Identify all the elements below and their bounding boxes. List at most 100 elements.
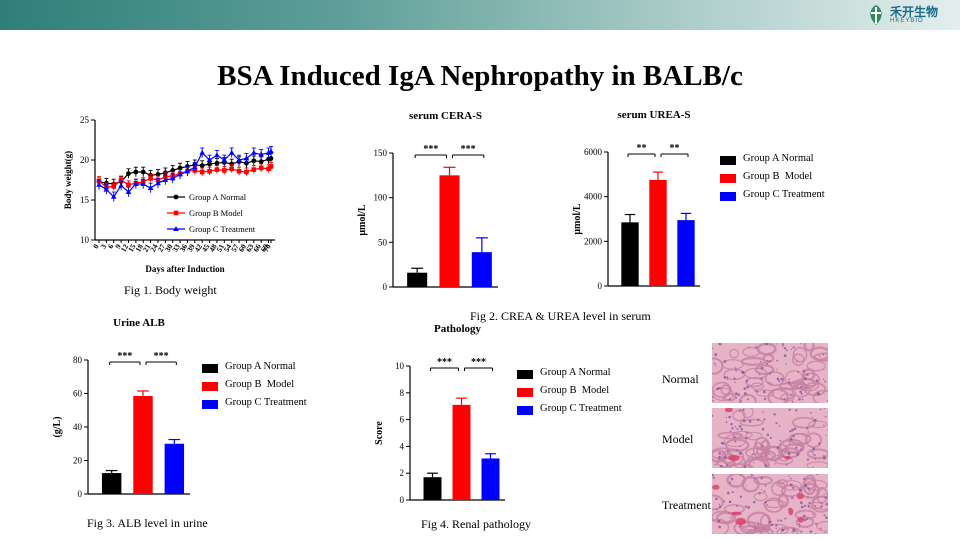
tubule bbox=[806, 360, 827, 372]
x-tick-label: 63 bbox=[244, 242, 256, 253]
data-point-2 bbox=[243, 155, 250, 161]
nucleus bbox=[782, 455, 785, 457]
tubule bbox=[813, 352, 828, 362]
nucleus bbox=[738, 424, 742, 428]
x-tick-label: 30 bbox=[163, 242, 175, 253]
nucleus bbox=[756, 390, 759, 393]
significance-label: ** bbox=[670, 143, 680, 154]
nucleus bbox=[739, 411, 741, 413]
y-tick-label: 25 bbox=[80, 115, 90, 125]
nucleus bbox=[730, 422, 733, 426]
nucleus bbox=[762, 390, 766, 394]
data-point-1 bbox=[199, 169, 205, 175]
legend-swatch-normal bbox=[517, 370, 533, 379]
nucleus bbox=[768, 360, 771, 363]
data-point-1 bbox=[229, 166, 234, 172]
nucleus bbox=[793, 427, 797, 431]
significance-label: *** bbox=[437, 357, 452, 368]
nucleus bbox=[726, 378, 729, 380]
nucleus bbox=[739, 400, 742, 403]
tubule bbox=[732, 409, 746, 422]
nucleus bbox=[721, 398, 724, 400]
nucleus bbox=[726, 491, 730, 495]
tubule bbox=[792, 416, 816, 429]
data-point-0 bbox=[268, 156, 274, 161]
serum-crea-chart: serum CERA-S 0 50 100 150 μmol/L *** *** bbox=[357, 110, 498, 292]
nucleus bbox=[812, 466, 814, 468]
y-tick-label: 20 bbox=[73, 456, 83, 466]
logo-subtext: HKEYBIO bbox=[890, 18, 924, 24]
nucleus bbox=[778, 425, 781, 427]
nucleus bbox=[738, 445, 741, 448]
data-point-1 bbox=[251, 167, 257, 172]
y-axis-label: Score bbox=[374, 421, 385, 445]
serum-urea-chart: serum UREA-S 0 2000 4000 6000 μmol/L ** ** bbox=[572, 109, 700, 291]
bar-treatment bbox=[471, 252, 492, 287]
nucleus bbox=[740, 427, 743, 431]
nucleus bbox=[755, 346, 758, 349]
page-title: BSA Induced IgA Nephropathy in BALB/c bbox=[217, 60, 743, 92]
bar-model bbox=[133, 396, 153, 494]
nucleus bbox=[789, 477, 792, 480]
y-tick-label: 2 bbox=[400, 468, 405, 478]
data-point-2 bbox=[110, 193, 117, 199]
nucleus bbox=[825, 502, 828, 506]
nucleus bbox=[806, 458, 810, 461]
x-tick-label: 15 bbox=[126, 242, 138, 253]
data-point-2 bbox=[228, 149, 235, 155]
nucleus bbox=[816, 474, 819, 476]
nucleus bbox=[823, 514, 826, 517]
nucleus bbox=[715, 497, 718, 501]
nucleus bbox=[787, 452, 791, 455]
nucleus bbox=[760, 477, 763, 480]
nucleus bbox=[716, 508, 719, 511]
tubule bbox=[774, 456, 794, 465]
nucleus bbox=[718, 456, 721, 459]
data-point-2 bbox=[258, 151, 264, 157]
significance-label: *** bbox=[117, 351, 132, 362]
nucleus bbox=[718, 343, 721, 345]
nucleus bbox=[806, 373, 809, 376]
caption-fig4: Fig 4. Renal pathology bbox=[421, 517, 531, 531]
tubule bbox=[803, 343, 815, 352]
x-tick-label: 3 bbox=[98, 242, 108, 250]
data-point-2 bbox=[96, 181, 102, 187]
nucleus bbox=[804, 483, 808, 487]
chart-title: serum UREA-S bbox=[617, 109, 690, 121]
nucleus bbox=[758, 492, 761, 495]
tubule bbox=[816, 520, 828, 532]
nucleus bbox=[766, 433, 770, 437]
data-point-1 bbox=[111, 184, 117, 189]
nucleus bbox=[775, 524, 778, 527]
x-tick-label: 42 bbox=[192, 242, 204, 253]
nucleus bbox=[718, 504, 721, 506]
tubule bbox=[756, 389, 775, 397]
pathology-score-chart: Pathology 0 2 4 6 8 10 Score *** *** bbox=[374, 323, 505, 505]
nucleus bbox=[796, 452, 800, 456]
nucleus bbox=[798, 523, 801, 526]
nucleus bbox=[800, 343, 802, 345]
hemorrhage-spot bbox=[797, 517, 804, 523]
nucleus bbox=[712, 396, 714, 399]
tubule bbox=[767, 388, 789, 403]
x-tick-label: 24 bbox=[148, 242, 160, 253]
nucleus bbox=[816, 419, 818, 421]
nucleus bbox=[742, 419, 746, 423]
nucleus bbox=[752, 500, 756, 504]
histology-image-normal bbox=[712, 343, 828, 403]
x-tick-label: 21 bbox=[141, 242, 153, 253]
nucleus bbox=[812, 453, 815, 456]
nucleus bbox=[788, 475, 790, 477]
tubule bbox=[794, 509, 817, 520]
nucleus bbox=[795, 446, 798, 449]
nucleus bbox=[745, 485, 748, 487]
nucleus bbox=[778, 482, 781, 485]
data-point-1 bbox=[214, 167, 220, 172]
legend-marker bbox=[173, 210, 179, 216]
x-tick-label: 12 bbox=[119, 242, 131, 253]
nucleus bbox=[754, 389, 757, 392]
nucleus bbox=[782, 343, 785, 346]
y-tick-label: 0 bbox=[400, 495, 405, 505]
nucleus bbox=[779, 439, 782, 442]
x-tick-label: 18 bbox=[133, 242, 145, 253]
